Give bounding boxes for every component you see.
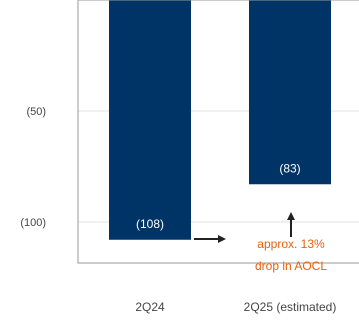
annotation-line-1: approx. 13% xyxy=(257,237,325,251)
y-axis-ticks: (50) (100) xyxy=(20,106,46,229)
x-axis-categories: 2Q24 2Q25 (estimated) xyxy=(135,300,336,314)
x-category-label: 2Q24 xyxy=(135,300,165,314)
bar xyxy=(249,0,331,185)
annotation: approx. 13% drop in AOCL xyxy=(194,212,327,273)
bar-data-label: (108) xyxy=(136,217,164,231)
bar xyxy=(109,0,191,240)
x-category-label: 2Q25 (estimated) xyxy=(244,300,337,314)
data-labels: (108) (83) xyxy=(136,161,301,231)
bars xyxy=(109,0,331,240)
right-arrowhead-icon xyxy=(218,235,226,243)
annotation-line-2: drop in AOCL xyxy=(255,259,327,273)
plot-frame xyxy=(77,0,359,264)
bar-data-label: (83) xyxy=(279,161,300,175)
y-tick-label: (100) xyxy=(20,217,46,229)
y-tick-label: (50) xyxy=(26,106,46,118)
up-arrowhead-icon xyxy=(287,212,295,220)
